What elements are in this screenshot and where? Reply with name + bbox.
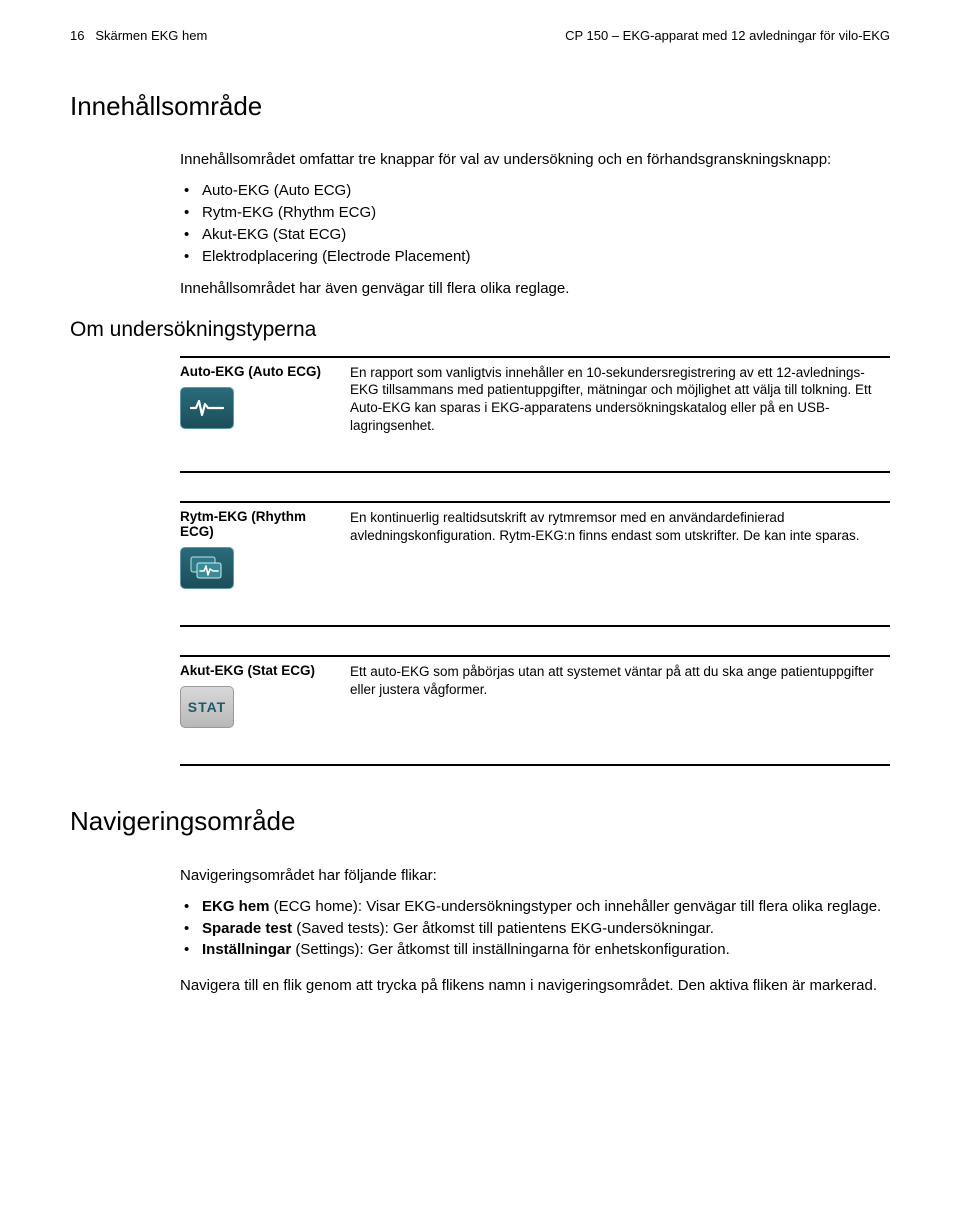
bullet-rest: (ECG home): Visar EKG-undersökningstyper… [270, 898, 882, 915]
rytm-ekg-icon [180, 547, 234, 589]
auto-ekg-icon [180, 387, 234, 429]
list-item: Akut-EKG (Stat ECG) [180, 224, 890, 246]
nav-outro: Navigera till en flik genom att trycka p… [180, 975, 890, 996]
header-right-title: CP 150 – EKG-apparat med 12 avledningar … [565, 28, 890, 43]
table-row: Akut-EKG (Stat ECG) STAT Ett auto-EKG so… [180, 655, 890, 766]
page-number: 16 [70, 28, 84, 43]
innehall-block: Innehållsområdet omfattar tre knappar fö… [180, 150, 890, 300]
page-header: 16 Skärmen EKG hem CP 150 – EKG-apparat … [70, 28, 890, 43]
row-left: Rytm-EKG (Rhythm ECG) [180, 509, 350, 589]
bullet-bold: Sparade test [202, 920, 292, 937]
nav-intro: Navigeringsområdet har följande flikar: [180, 865, 890, 886]
stat-ekg-icon: STAT [180, 686, 234, 728]
list-item: Sparade test (Saved tests): Ger åtkomst … [180, 918, 890, 940]
bullet-bold: EKG hem [202, 898, 270, 915]
innehall-intro: Innehållsområdet omfattar tre knappar fö… [180, 150, 890, 170]
section-title-nav: Navigeringsområde [70, 806, 890, 837]
table-row: Auto-EKG (Auto ECG) En rapport som vanli… [180, 356, 890, 473]
types-table: Auto-EKG (Auto ECG) En rapport som vanli… [180, 356, 890, 766]
list-item: Auto-EKG (Auto ECG) [180, 180, 890, 202]
row-desc: En kontinuerlig realtidsutskrift av rytm… [350, 509, 890, 589]
innehall-bullet-list: Auto-EKG (Auto ECG) Rytm-EKG (Rhythm ECG… [180, 180, 890, 267]
row-left: Akut-EKG (Stat ECG) STAT [180, 663, 350, 728]
stat-icon-text: STAT [188, 699, 226, 715]
nav-bullet-list: EKG hem (ECG home): Visar EKG-undersökni… [180, 896, 890, 961]
subsection-title-types: Om undersökningstyperna [70, 318, 890, 342]
list-item: Inställningar (Settings): Ger åtkomst ti… [180, 939, 890, 961]
row-label: Akut-EKG (Stat ECG) [180, 663, 340, 678]
row-desc: Ett auto-EKG som påbörjas utan att syste… [350, 663, 890, 728]
bullet-rest: (Settings): Ger åtkomst till inställning… [291, 941, 730, 958]
bullet-bold: Inställningar [202, 941, 291, 958]
table-row: Rytm-EKG (Rhythm ECG) En kontinuerlig re… [180, 501, 890, 627]
page: 16 Skärmen EKG hem CP 150 – EKG-apparat … [0, 0, 960, 1066]
list-item: Elektrodplacering (Electrode Placement) [180, 246, 890, 268]
bullet-rest: (Saved tests): Ger åtkomst till patiente… [292, 920, 714, 937]
innehall-outro: Innehållsområdet har även genvägar till … [180, 279, 890, 299]
row-label: Auto-EKG (Auto ECG) [180, 364, 340, 379]
header-left-title: Skärmen EKG hem [95, 28, 207, 43]
nav-block: Navigeringsområdet har följande flikar: … [180, 865, 890, 996]
list-item: EKG hem (ECG home): Visar EKG-undersökni… [180, 896, 890, 918]
list-item: Rytm-EKG (Rhythm ECG) [180, 202, 890, 224]
row-label: Rytm-EKG (Rhythm ECG) [180, 509, 340, 539]
row-left: Auto-EKG (Auto ECG) [180, 364, 350, 435]
section-title-innehall: Innehållsområde [70, 91, 890, 122]
header-left: 16 Skärmen EKG hem [70, 28, 207, 43]
row-desc: En rapport som vanligtvis innehåller en … [350, 364, 890, 435]
